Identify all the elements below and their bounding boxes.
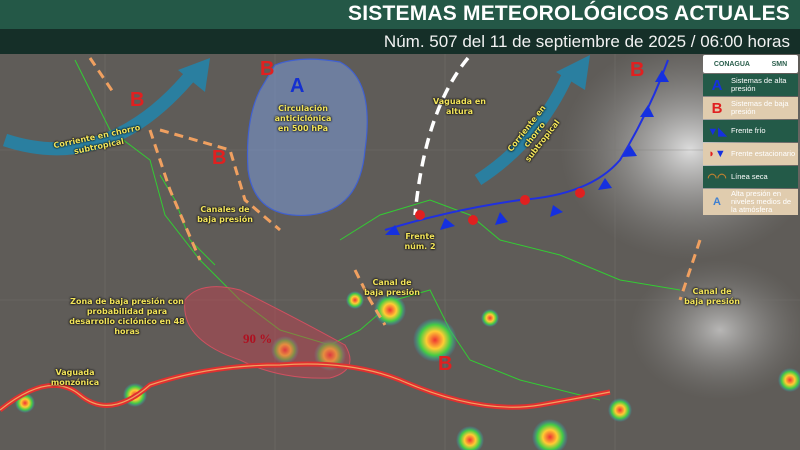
low-marker: B bbox=[212, 147, 226, 169]
cold-front-icon: ▼◣ bbox=[707, 125, 727, 138]
mid-level-high-icon: A bbox=[713, 196, 721, 208]
bulletin-info: Núm. 507 del 11 de septiembre de 2025 / … bbox=[383, 32, 790, 51]
legend-label: Frente estacionario bbox=[731, 149, 796, 158]
jet-stream-arrow bbox=[2, 65, 201, 156]
legend-item-high: A Sistemas de alta presión bbox=[703, 74, 798, 96]
legend-item-dry-line: ◠◠ Línea seca bbox=[703, 166, 798, 188]
high-pressure-marker: A bbox=[290, 75, 304, 97]
legend-item-stationary-front: ◗▼ Frente estacionario bbox=[703, 143, 798, 165]
label-monsoon-trough: Vaguada monzónica bbox=[50, 368, 100, 387]
high-pressure-icon: A bbox=[711, 76, 723, 94]
label-low-channel-1: Canal de baja presión bbox=[364, 278, 420, 297]
label-upper-trough: Vaguada en altura bbox=[432, 97, 486, 116]
label-low-channel-2: Canal de baja presión bbox=[684, 287, 740, 306]
label-front-2: Frente núm. 2 bbox=[404, 232, 436, 251]
legend-item-mid-high: A Alta presión en niveles medios de la at… bbox=[703, 189, 798, 215]
smn-logo: SMN bbox=[771, 60, 788, 68]
legend-label: Frente frío bbox=[731, 126, 766, 135]
page-title: SISTEMAS METEOROLÓGICOS ACTUALES bbox=[348, 2, 790, 25]
conagua-logo: CONAGUA bbox=[713, 60, 750, 68]
anticyclone-500hpa bbox=[246, 58, 368, 217]
stationary-front-icon: ◗▼ bbox=[708, 148, 726, 160]
label-low-pressure-channels: Canales de baja presión bbox=[197, 205, 253, 224]
convection-cells bbox=[15, 291, 800, 450]
logos: CONAGUA SMN bbox=[703, 55, 798, 73]
header-bar: SISTEMAS METEOROLÓGICOS ACTUALES bbox=[0, 0, 800, 29]
probability-label: 90 % bbox=[243, 331, 272, 346]
jet-stream-arrow-east bbox=[474, 67, 576, 186]
low-marker: B bbox=[130, 89, 144, 111]
label-anticyclonic-circulation: Circulación anticiclónica en 500 hPa bbox=[274, 104, 332, 133]
upper-trough bbox=[413, 56, 470, 216]
low-marker: B bbox=[260, 58, 274, 80]
dry-line-icon: ◠◠ bbox=[707, 171, 727, 184]
low-marker: B bbox=[438, 353, 452, 375]
legend-item-low: B Sistemas de baja presión bbox=[703, 97, 798, 119]
legend-label: Sistemas de alta presión bbox=[731, 76, 787, 93]
legend-label: Sistemas de baja presión bbox=[731, 99, 789, 116]
legend-item-cold-front: ▼◣ Frente frío bbox=[703, 120, 798, 142]
label-low-pressure-zone: Zona de baja presión con probabilidad pa… bbox=[69, 297, 185, 336]
legend-label: Línea seca bbox=[731, 172, 768, 181]
weather-map: B B B B B A 90 % bbox=[0, 54, 800, 450]
low-marker: B bbox=[630, 59, 644, 81]
legend-label: Alta presión en niveles medios de la atm… bbox=[731, 189, 792, 214]
low-pressure-troughs bbox=[88, 57, 702, 326]
low-pressure-markers: B B B B B bbox=[130, 58, 644, 375]
subheader-bar: Núm. 507 del 11 de septiembre de 2025 / … bbox=[0, 29, 800, 54]
low-pressure-icon: B bbox=[711, 99, 723, 117]
